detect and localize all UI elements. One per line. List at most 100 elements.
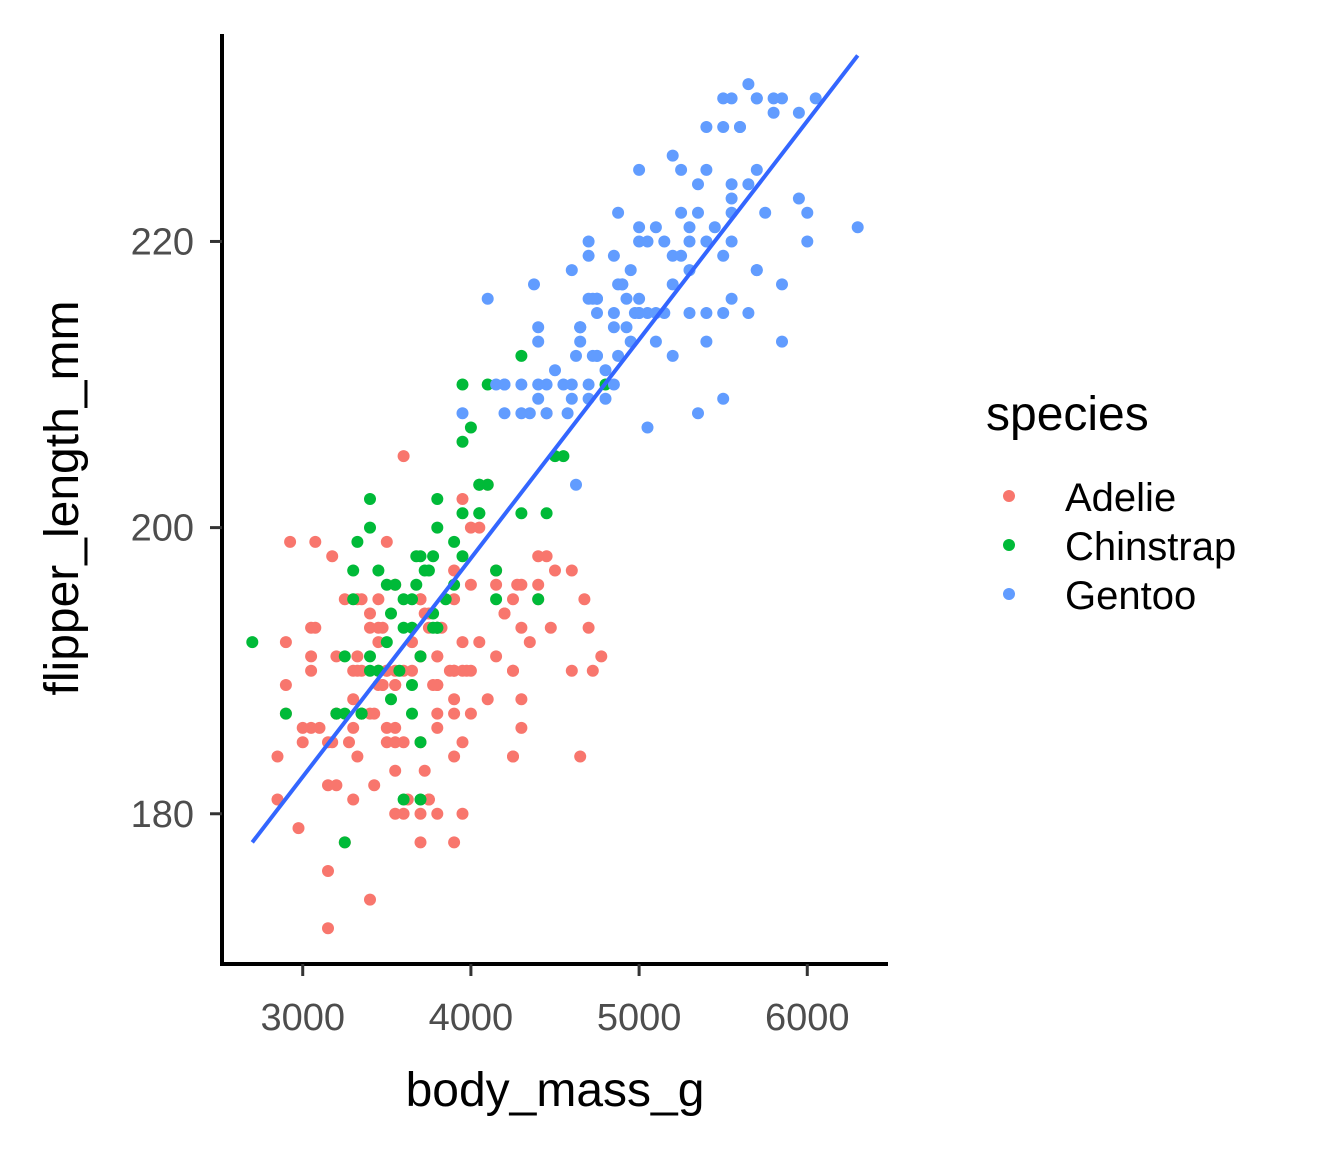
data-point — [515, 507, 528, 520]
data-point — [481, 378, 494, 391]
data-point — [330, 707, 343, 720]
data-point — [456, 378, 469, 391]
data-point — [574, 321, 587, 334]
data-point — [658, 235, 671, 248]
data-point — [279, 707, 292, 720]
data-point — [464, 664, 477, 677]
data-point — [271, 750, 284, 763]
legend-swatch — [1003, 588, 1015, 600]
data-point — [397, 621, 410, 634]
data-point — [742, 78, 755, 91]
data-point — [633, 221, 646, 234]
legend-items: Adelie Chinstrap Gentoo — [1003, 476, 1236, 618]
data-point — [851, 221, 864, 234]
data-point — [376, 679, 389, 691]
data-point — [305, 621, 318, 634]
data-point — [532, 578, 545, 591]
legend-title: species — [986, 388, 1149, 441]
data-point — [498, 607, 511, 620]
data-point — [620, 292, 633, 305]
data-point — [448, 664, 461, 677]
data-point — [700, 335, 713, 348]
data-point — [557, 378, 570, 391]
data-point — [742, 307, 755, 319]
points-layer — [246, 78, 864, 935]
data-point — [582, 235, 595, 248]
x-ticks: 3000 4000 5000 6000 — [260, 964, 850, 1039]
data-point — [675, 249, 688, 262]
data-point — [464, 578, 477, 591]
data-point — [292, 822, 305, 835]
data-point — [380, 736, 393, 749]
data-point — [511, 578, 524, 591]
trend-line — [250, 54, 860, 844]
data-point — [725, 235, 738, 248]
data-point — [422, 793, 435, 806]
data-point — [456, 736, 469, 749]
data-point — [515, 621, 528, 634]
legend-item-gentoo: Gentoo — [1003, 574, 1196, 618]
data-point — [624, 264, 637, 277]
data-point — [490, 650, 503, 663]
data-point — [565, 392, 578, 405]
data-point — [406, 664, 418, 677]
data-point — [717, 249, 730, 262]
data-point — [523, 407, 536, 420]
data-point — [515, 378, 528, 391]
data-point — [397, 593, 410, 606]
data-point — [700, 235, 713, 248]
data-point — [427, 679, 440, 691]
data-point — [397, 793, 410, 806]
data-point — [532, 593, 545, 606]
data-point — [540, 550, 553, 563]
data-point — [666, 249, 679, 262]
x-tick-label: 6000 — [765, 997, 850, 1039]
data-point — [591, 349, 603, 362]
data-point — [683, 235, 696, 248]
data-point — [540, 407, 553, 420]
data-point — [641, 307, 654, 319]
data-point — [305, 664, 318, 677]
series-adelie — [271, 407, 608, 935]
data-point — [809, 92, 822, 105]
data-point — [397, 807, 410, 820]
data-point — [364, 893, 376, 906]
data-point — [481, 693, 494, 706]
data-point — [330, 650, 343, 663]
data-point — [515, 721, 528, 734]
data-point — [725, 192, 738, 205]
data-point — [464, 707, 477, 720]
data-point — [565, 264, 578, 277]
data-point — [347, 593, 360, 606]
data-point — [397, 450, 410, 463]
data-point — [355, 593, 368, 606]
data-point — [456, 407, 469, 420]
data-point — [338, 836, 351, 849]
data-point — [322, 922, 334, 935]
data-point — [464, 521, 477, 534]
data-point — [692, 206, 704, 219]
data-point — [515, 349, 528, 362]
data-point — [578, 593, 591, 606]
data-point — [414, 650, 427, 663]
data-point — [591, 307, 603, 319]
data-point — [418, 764, 431, 777]
data-point — [649, 221, 662, 234]
data-point — [380, 535, 393, 548]
data-point — [406, 593, 418, 606]
data-point — [456, 507, 469, 520]
data-point — [368, 779, 381, 792]
data-point — [326, 550, 339, 563]
data-point — [389, 807, 402, 820]
data-point — [481, 292, 494, 305]
data-point — [473, 478, 486, 491]
data-point — [406, 707, 418, 720]
data-point — [380, 636, 393, 649]
data-point — [305, 650, 318, 663]
data-point — [565, 664, 578, 677]
data-point — [515, 693, 528, 706]
data-point — [313, 721, 326, 734]
legend-item-chinstrap: Chinstrap — [1003, 525, 1236, 569]
data-point — [540, 378, 553, 391]
